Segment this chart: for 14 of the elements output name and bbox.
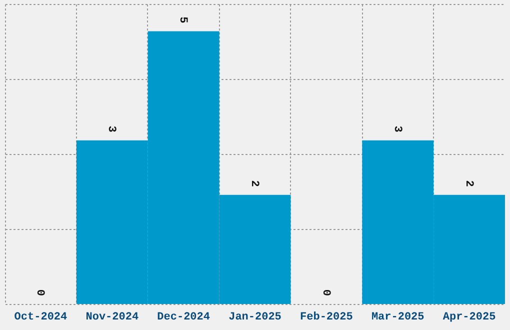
data-label: 5 [176,16,189,24]
data-label: 2 [462,180,474,187]
data-label: 3 [390,126,403,133]
data-label: 0 [319,289,332,296]
x-tick-label: Oct-2024 [14,312,68,324]
x-tick-label: Mar-2025 [371,312,425,324]
data-label: 0 [34,289,46,296]
x-tick-label: Apr-2025 [442,312,496,324]
x-tick-label: Dec-2024 [157,312,210,324]
data-label: 3 [105,126,118,133]
x-tick-label: Feb-2025 [300,312,354,324]
x-tick-label: Jan-2025 [228,312,282,324]
x-tick-label: Nov-2024 [86,312,139,324]
data-label: 2 [248,180,260,187]
